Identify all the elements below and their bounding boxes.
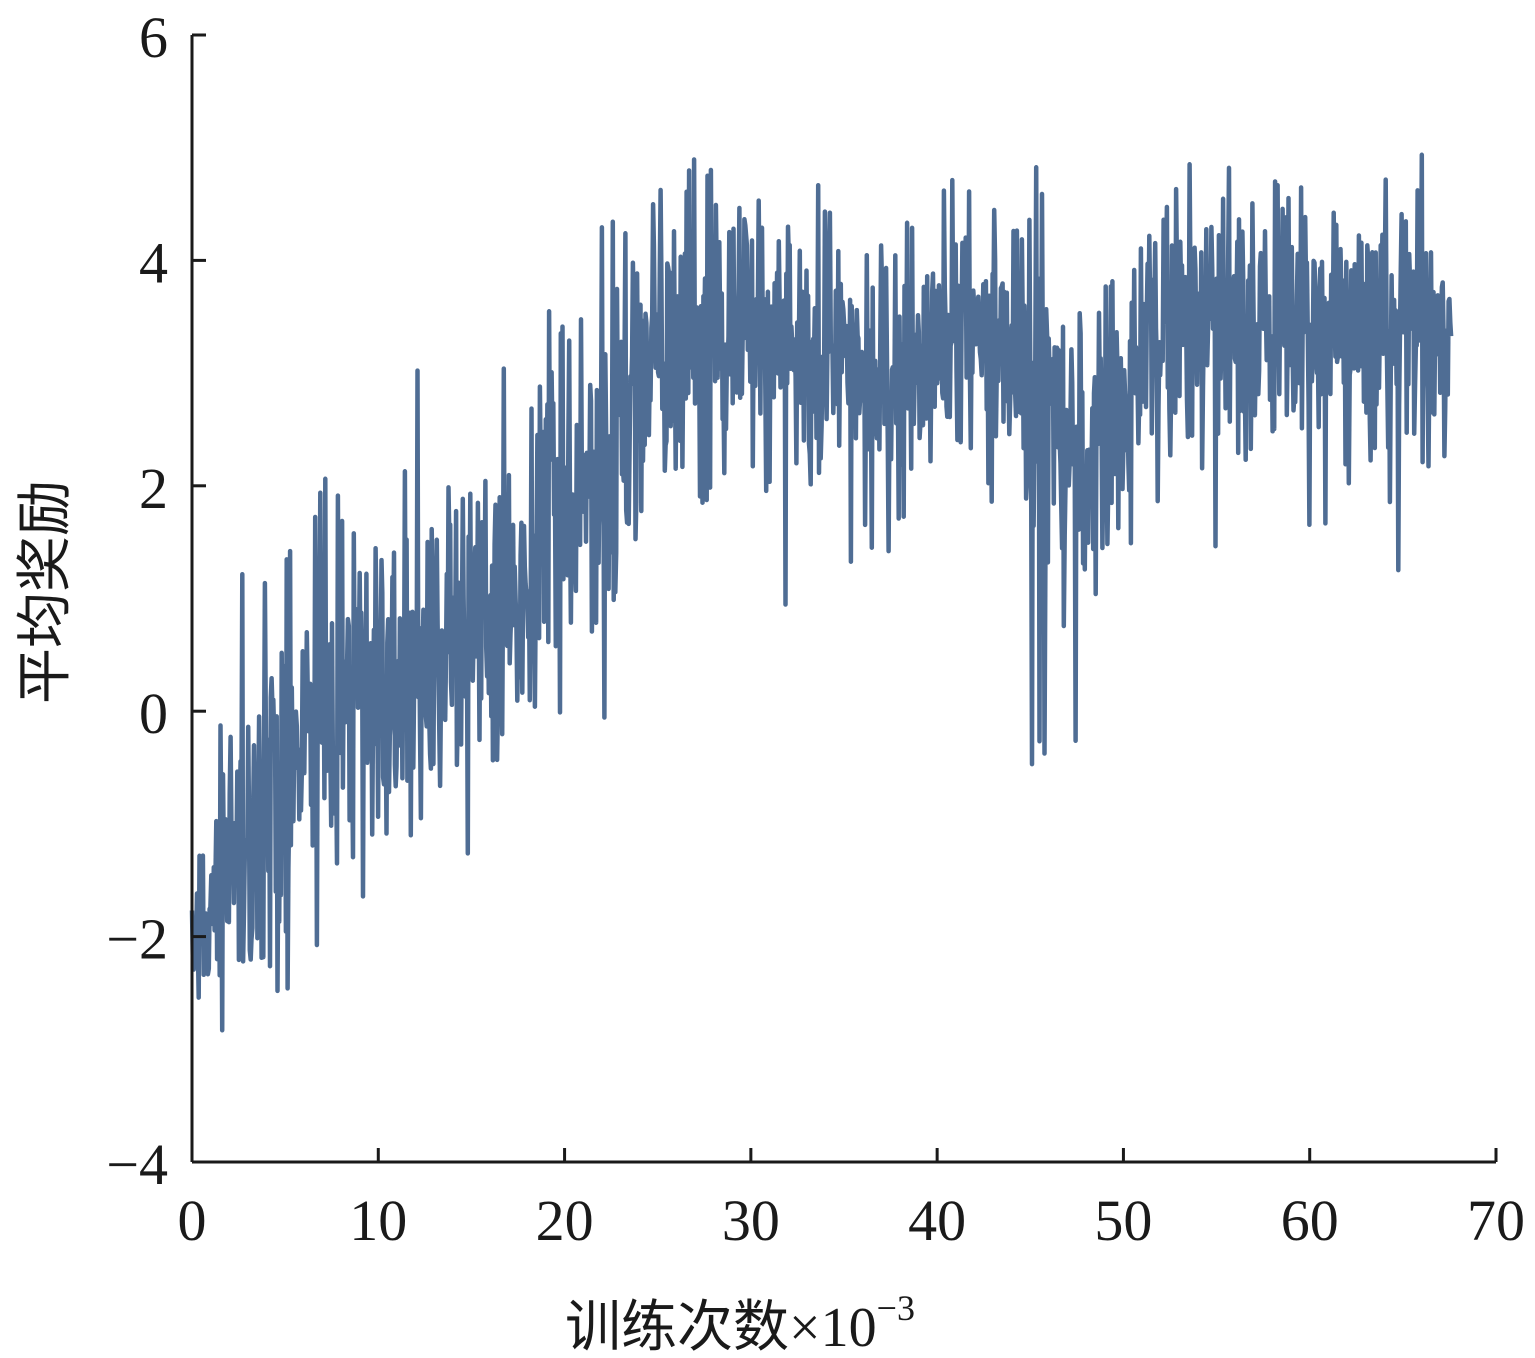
x-axis-title: 训练次数×10−3: [565, 1288, 915, 1358]
x-tick-label: 50: [1094, 1188, 1152, 1253]
x-tick-label: 30: [722, 1188, 780, 1253]
x-tick-label: 40: [908, 1188, 966, 1253]
x-axis-title-exponent: −3: [877, 1288, 915, 1328]
reward-series-line: [189, 152, 1454, 1033]
plot-area: [189, 152, 1454, 1033]
y-tick-label: 0: [139, 681, 168, 746]
x-tick-label: 70: [1467, 1188, 1525, 1253]
x-tick-label: 60: [1281, 1188, 1339, 1253]
y-tick-label: −4: [106, 1132, 168, 1197]
y-tick-label: 4: [139, 230, 168, 295]
x-tick-label: 10: [349, 1188, 407, 1253]
tick-labels: 0 10 20 30 40 50 60 70 −4 −2 0 2 4 6: [106, 5, 1525, 1253]
y-tick-label: −2: [106, 907, 168, 972]
y-axis-title: 平均奖励: [15, 480, 77, 704]
y-tick-label: 6: [139, 5, 168, 70]
y-tick-label: 2: [139, 456, 168, 521]
x-tick-label: 20: [536, 1188, 594, 1253]
axes: [190, 33, 1498, 1164]
x-tick-label: 0: [178, 1188, 207, 1253]
x-axis-title-main: 训练次数×10: [565, 1297, 877, 1358]
